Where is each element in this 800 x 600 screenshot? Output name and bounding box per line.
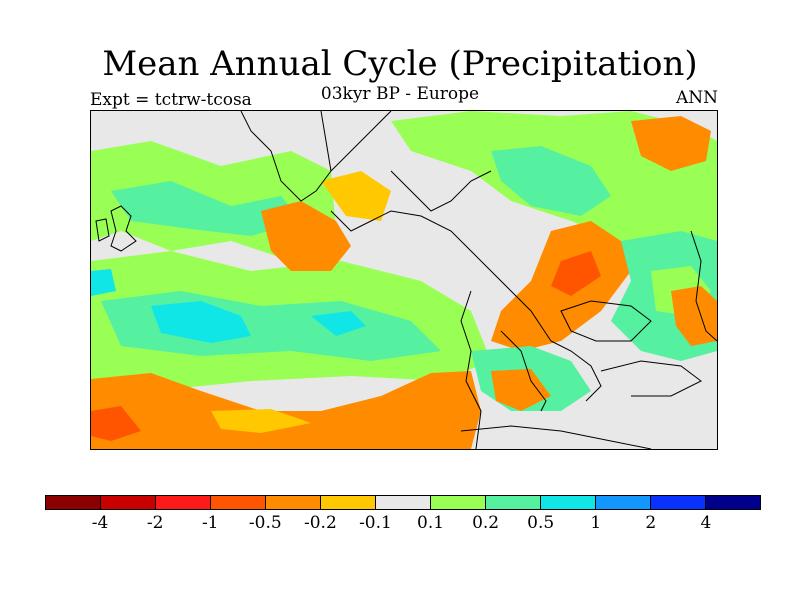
southwest-yellow — [211, 409, 311, 433]
colorbar-swatch — [431, 496, 486, 509]
colorbar-swatch — [486, 496, 541, 509]
colorbar-tick-label: -0.1 — [359, 513, 392, 533]
cyan-patch-mid — [311, 311, 366, 336]
colorbar-tick-label: -0.5 — [248, 513, 282, 533]
central-orange — [261, 201, 351, 271]
north-atlantic-teal — [111, 181, 301, 236]
coastlines — [95, 111, 717, 449]
precipitation-map — [91, 111, 717, 449]
northeast-orange — [631, 116, 711, 171]
colorbar-tick-label: -0.2 — [303, 513, 337, 533]
coast-iberia — [460, 290, 482, 449]
colorbar-swatch — [101, 496, 156, 509]
coast-scandinavia-east — [330, 111, 392, 172]
coast-british-isles — [110, 205, 137, 252]
colorbar-swatch — [321, 496, 376, 509]
coast-scandinavia — [240, 111, 332, 202]
colorbar-tick-label: 0.2 — [472, 513, 500, 533]
cyan-patch-far-west — [91, 269, 116, 296]
colorbar — [45, 495, 761, 510]
colorbar-swatch — [541, 496, 596, 509]
coast-black-sea — [560, 300, 652, 342]
colorbar-swatch — [706, 496, 760, 509]
colorbar-swatch — [266, 496, 321, 509]
colorbar-tick-label: 1 — [590, 513, 602, 533]
season-label: ANN — [675, 88, 718, 108]
colorbar-swatch — [211, 496, 266, 509]
southwest-orange — [91, 371, 481, 449]
colorbar-tick-label: 4 — [700, 513, 712, 533]
chart-title: Mean Annual Cycle (Precipitation) — [102, 44, 698, 84]
colorbar-swatch — [156, 496, 211, 509]
coast-turkey — [600, 360, 702, 397]
coast-balkans — [550, 340, 602, 402]
chart-subtitle: 03kyr BP - Europe — [320, 84, 480, 104]
colorbar-tick-label: -1 — [201, 513, 219, 533]
coast-caspian — [690, 230, 717, 342]
southeast-orange — [491, 369, 551, 411]
east-orange-core — [551, 251, 601, 296]
colorbar-swatch — [376, 496, 431, 509]
colorbar-swatch — [651, 496, 706, 509]
coast-ireland — [95, 218, 110, 242]
colorbar-swatch — [596, 496, 651, 509]
colorbar-tick-label: -2 — [146, 513, 164, 533]
coast-europe-north — [330, 210, 552, 342]
colorbar-tick-label: 0.5 — [527, 513, 555, 533]
colorbar-tick-label: 0.1 — [417, 513, 445, 533]
colorbar-swatch — [46, 496, 101, 509]
coast-baltic — [390, 170, 492, 212]
experiment-label: Expt = tctrw-tcosa — [90, 90, 252, 110]
coast-italy — [500, 330, 547, 412]
colorbar-tick-label: -4 — [91, 513, 109, 533]
central-yellow — [321, 171, 391, 221]
southwest-red — [91, 406, 141, 441]
map-panel — [90, 110, 718, 450]
colorbar-tick-label: 2 — [645, 513, 657, 533]
northeast-teal — [491, 146, 611, 216]
coast-north-africa — [460, 425, 652, 449]
cyan-patch-west — [151, 301, 251, 343]
